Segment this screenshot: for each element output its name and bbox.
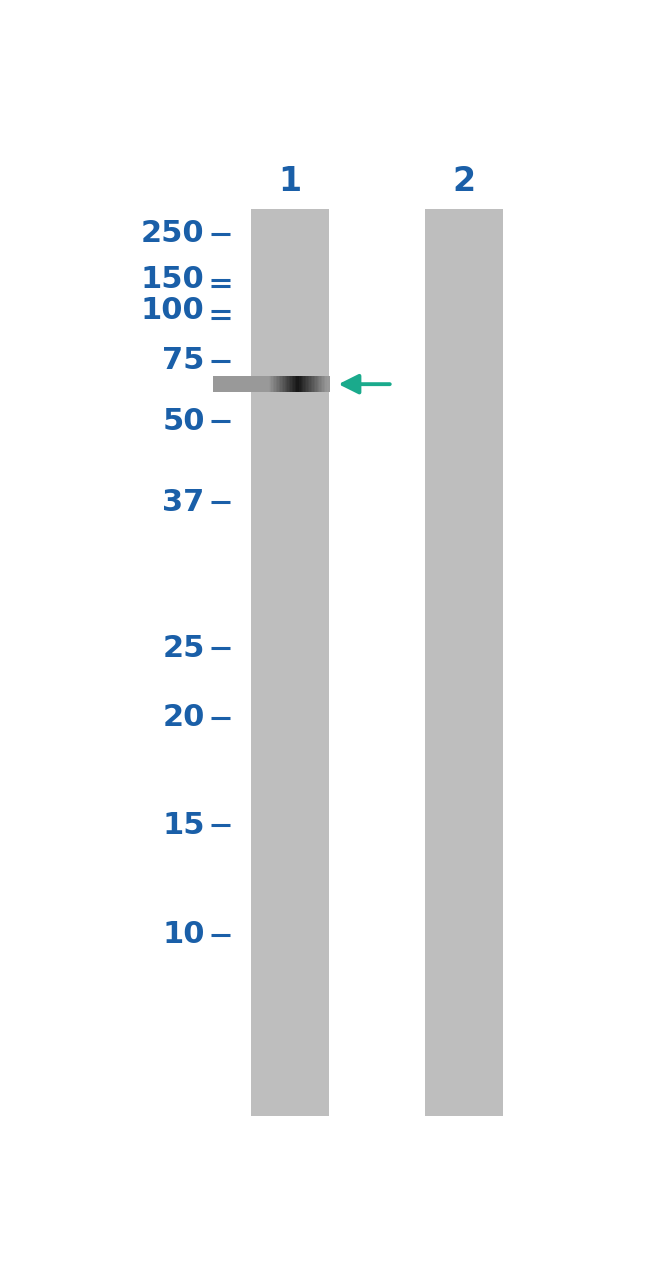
Bar bbox=[267, 376, 269, 392]
Bar bbox=[294, 376, 296, 392]
Bar bbox=[272, 376, 274, 392]
Bar bbox=[289, 376, 291, 392]
Bar bbox=[425, 210, 503, 1115]
Bar bbox=[279, 376, 281, 392]
Bar bbox=[313, 376, 315, 392]
Bar bbox=[276, 376, 278, 392]
Bar bbox=[270, 376, 272, 392]
Bar bbox=[311, 376, 313, 392]
Bar bbox=[237, 376, 239, 392]
Bar bbox=[300, 376, 302, 392]
Bar bbox=[281, 376, 283, 392]
Bar bbox=[273, 376, 275, 392]
Bar bbox=[292, 376, 294, 392]
Bar bbox=[248, 376, 250, 392]
Bar bbox=[312, 376, 314, 392]
Bar bbox=[214, 376, 216, 392]
Bar bbox=[285, 376, 287, 392]
Bar bbox=[245, 376, 247, 392]
Bar bbox=[309, 376, 311, 392]
Bar bbox=[266, 376, 268, 392]
Bar bbox=[322, 376, 324, 392]
Bar bbox=[261, 376, 263, 392]
Text: 37: 37 bbox=[162, 488, 205, 517]
Bar bbox=[325, 376, 327, 392]
Text: 2: 2 bbox=[452, 165, 476, 198]
Bar bbox=[247, 376, 249, 392]
Bar bbox=[241, 376, 243, 392]
Bar bbox=[327, 376, 329, 392]
Bar bbox=[306, 376, 308, 392]
Bar bbox=[298, 376, 300, 392]
Text: 75: 75 bbox=[162, 347, 205, 375]
Bar bbox=[280, 376, 282, 392]
Text: 100: 100 bbox=[141, 296, 205, 325]
Bar bbox=[252, 376, 254, 392]
Text: 10: 10 bbox=[162, 921, 205, 949]
Bar bbox=[321, 376, 323, 392]
Text: 250: 250 bbox=[141, 218, 205, 248]
Bar bbox=[305, 376, 307, 392]
Bar bbox=[308, 376, 310, 392]
Bar bbox=[225, 376, 227, 392]
Bar bbox=[286, 376, 288, 392]
Bar bbox=[219, 376, 221, 392]
Bar bbox=[232, 376, 234, 392]
Bar bbox=[304, 376, 306, 392]
Bar bbox=[235, 376, 237, 392]
Bar bbox=[283, 376, 285, 392]
Text: 150: 150 bbox=[141, 265, 205, 295]
Bar bbox=[296, 376, 298, 392]
Bar bbox=[263, 376, 265, 392]
Text: 15: 15 bbox=[162, 810, 205, 839]
Text: 50: 50 bbox=[162, 406, 205, 436]
Bar bbox=[258, 376, 260, 392]
Bar bbox=[299, 376, 301, 392]
Bar bbox=[218, 376, 220, 392]
Bar bbox=[213, 376, 215, 392]
Bar bbox=[268, 376, 270, 392]
Bar bbox=[238, 376, 240, 392]
Bar bbox=[222, 376, 224, 392]
Bar bbox=[226, 376, 228, 392]
Bar bbox=[324, 376, 326, 392]
Text: 25: 25 bbox=[162, 634, 205, 663]
Bar bbox=[254, 376, 256, 392]
Bar bbox=[278, 376, 280, 392]
Bar bbox=[242, 376, 244, 392]
Bar bbox=[287, 376, 289, 392]
Bar bbox=[302, 376, 304, 392]
Bar bbox=[264, 376, 266, 392]
Bar bbox=[216, 376, 218, 392]
Bar bbox=[291, 376, 292, 392]
Bar bbox=[251, 376, 253, 392]
Bar bbox=[257, 376, 259, 392]
Bar bbox=[274, 376, 276, 392]
Text: 1: 1 bbox=[279, 165, 302, 198]
Text: 20: 20 bbox=[162, 704, 205, 732]
Bar bbox=[315, 376, 317, 392]
Bar bbox=[250, 376, 252, 392]
Bar bbox=[293, 376, 295, 392]
Bar bbox=[229, 376, 231, 392]
Bar bbox=[318, 376, 320, 392]
Bar bbox=[255, 376, 257, 392]
Bar bbox=[220, 376, 222, 392]
Bar bbox=[239, 376, 241, 392]
Bar bbox=[252, 210, 330, 1115]
Bar bbox=[260, 376, 262, 392]
Bar bbox=[231, 376, 233, 392]
Bar bbox=[319, 376, 321, 392]
Bar bbox=[224, 376, 226, 392]
Bar bbox=[233, 376, 235, 392]
Bar bbox=[244, 376, 246, 392]
Bar bbox=[328, 376, 330, 392]
Bar bbox=[317, 376, 318, 392]
Bar bbox=[227, 376, 229, 392]
